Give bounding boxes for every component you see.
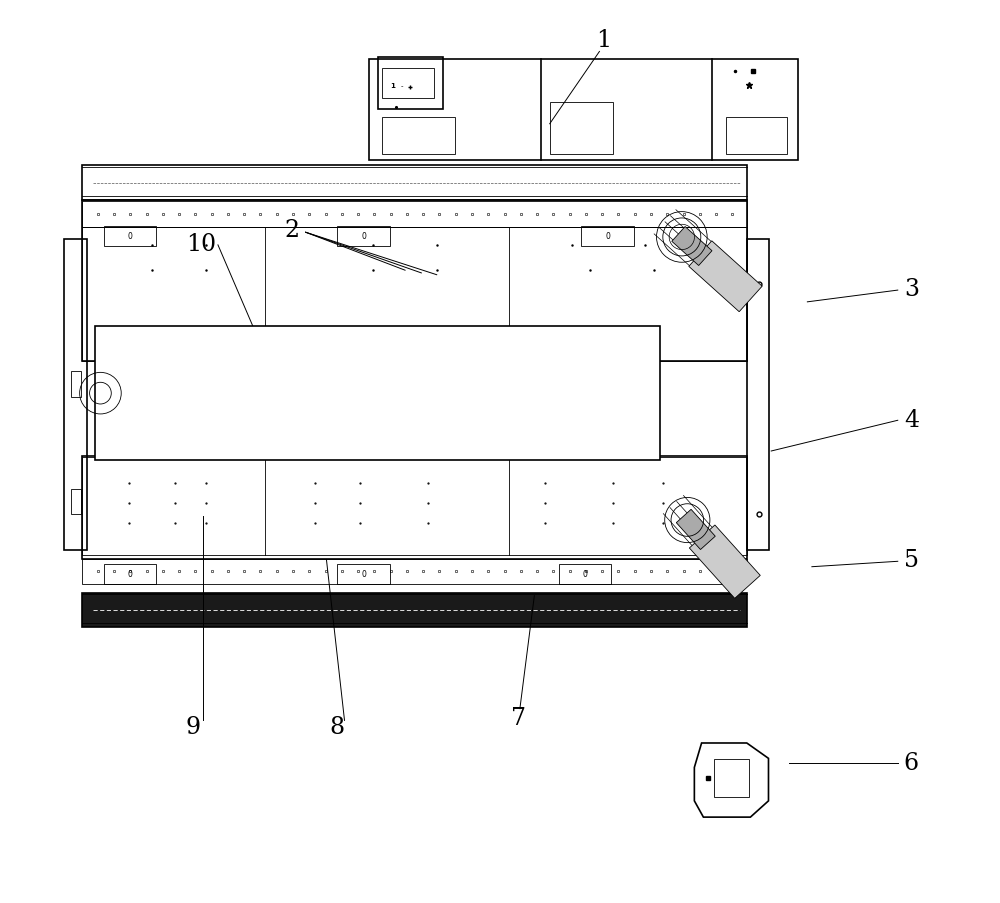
Text: 0: 0: [361, 232, 366, 241]
Text: 10: 10: [187, 232, 217, 256]
Bar: [82, 456, 747, 560]
Text: 5: 5: [904, 548, 919, 572]
Text: 2: 2: [285, 219, 300, 242]
Polygon shape: [676, 510, 715, 550]
Text: 0: 0: [128, 570, 133, 579]
Bar: [82, 166, 747, 200]
Bar: [382, 69, 434, 99]
Text: 4: 4: [904, 408, 919, 432]
Bar: [82, 559, 747, 584]
Bar: [82, 200, 747, 361]
Text: 1: 1: [391, 83, 395, 88]
Bar: [559, 564, 611, 584]
Text: 9: 9: [185, 715, 200, 739]
Text: 1: 1: [596, 29, 612, 52]
Bar: [747, 239, 769, 551]
Text: 0: 0: [605, 232, 610, 241]
Text: 3: 3: [904, 277, 919, 301]
Bar: [82, 202, 747, 228]
Bar: [382, 117, 455, 155]
Text: 0: 0: [361, 570, 366, 579]
Text: 7: 7: [511, 706, 526, 730]
Bar: [714, 759, 749, 797]
Bar: [71, 489, 81, 515]
Bar: [82, 228, 747, 361]
Bar: [337, 564, 390, 584]
Polygon shape: [689, 241, 762, 312]
Text: 0: 0: [128, 232, 133, 241]
Polygon shape: [689, 526, 760, 599]
Bar: [726, 117, 787, 155]
Bar: [550, 103, 613, 155]
Text: 6: 6: [904, 751, 919, 775]
Bar: [581, 227, 634, 247]
Bar: [369, 60, 798, 161]
Bar: [95, 327, 660, 461]
Bar: [104, 227, 156, 247]
Bar: [82, 458, 747, 555]
Text: 8: 8: [330, 715, 345, 739]
Bar: [64, 239, 87, 551]
Text: 0: 0: [583, 570, 587, 579]
Bar: [104, 564, 156, 584]
Polygon shape: [672, 228, 712, 266]
Bar: [82, 593, 747, 628]
Bar: [378, 58, 443, 110]
Bar: [71, 372, 81, 397]
Text: -: -: [401, 83, 403, 88]
Bar: [337, 227, 390, 247]
